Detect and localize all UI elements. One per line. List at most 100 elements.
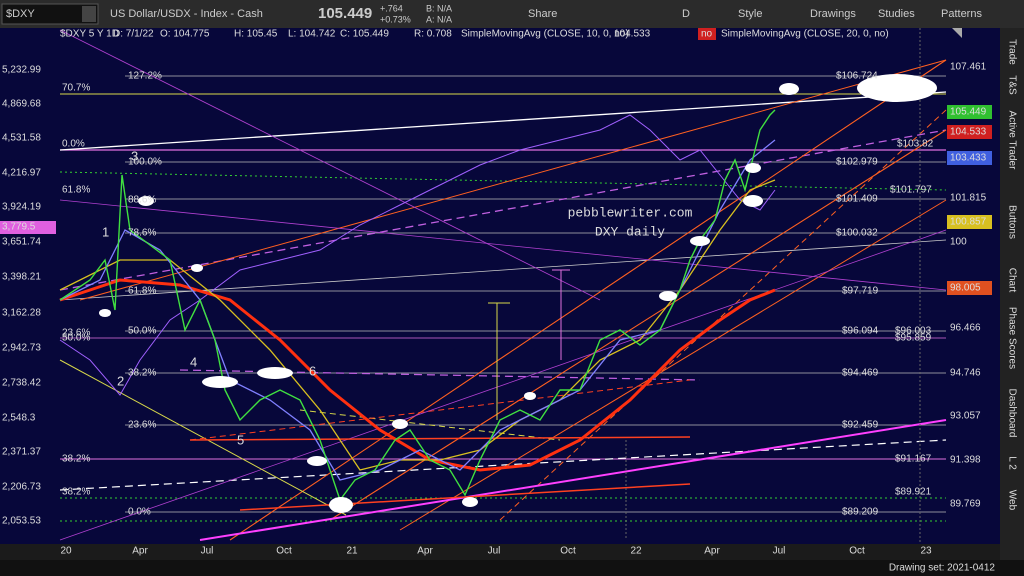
left-axis-label: 2,053.53 [2, 516, 41, 527]
legend-item: D: 7/1/22 [113, 29, 154, 40]
price-label: $91.167 [895, 454, 932, 465]
left-axis-label: 2,371.37 [2, 447, 41, 458]
sidebar-tab[interactable]: Active Trader [1006, 111, 1017, 171]
fib-label: 50.0% [62, 333, 90, 344]
left-axis-label: 4,216.97 [2, 168, 41, 179]
fib-label: 23.6% [62, 328, 90, 339]
marker-ellipse [745, 163, 761, 173]
drawing-line [189, 379, 691, 441]
marker-ellipse [659, 291, 677, 301]
sidebar [1000, 28, 1024, 560]
marker-ellipse [690, 236, 710, 246]
description: US Dollar/USDX - Index - Cash [110, 8, 263, 20]
price-label: $106.724 [836, 71, 878, 82]
toolbar-button[interactable]: Share [528, 8, 557, 20]
wave-label: 6 [309, 363, 316, 378]
price-label: $89.209 [842, 507, 879, 518]
axis-badge [0, 221, 56, 234]
price-label: $102.979 [836, 157, 878, 168]
change-pct: +0.73% [380, 14, 411, 24]
x-axis-label: Jul [773, 546, 786, 557]
sidebar-tab[interactable]: Web [1006, 490, 1017, 511]
last-price: 105.449 [318, 5, 372, 22]
chart-line [59, 179, 776, 471]
price-label: $101.797 [890, 185, 932, 196]
x-axis-label: 20 [60, 546, 72, 557]
left-axis-label: 4,869.68 [2, 99, 41, 110]
toolbar-button[interactable]: Studies [878, 8, 915, 20]
drawing-line [59, 91, 947, 151]
bid: B: N/A [426, 3, 452, 13]
x-axis-label: Oct [849, 546, 865, 557]
toolbar-button[interactable]: D [682, 8, 690, 20]
drawing-line [499, 109, 947, 521]
marker-ellipse [329, 497, 353, 513]
marker-ellipse [743, 195, 763, 207]
sidebar-tab[interactable]: T&S [1006, 75, 1017, 95]
sidebar-tab[interactable]: Phase Scores [1006, 307, 1017, 369]
marker-ellipse [462, 497, 478, 507]
fib-label: 38.2% [62, 487, 90, 498]
left-axis-label: 3,651.74 [2, 237, 41, 248]
price-label: $96.003 [895, 326, 932, 337]
left-axis-label: 2,738.42 [2, 378, 41, 389]
legend-item: L: 104.742 [288, 29, 336, 40]
x-axis-label: Apr [417, 546, 433, 557]
fib-label: 88.6% [128, 195, 156, 206]
toolbar-button[interactable]: Style [738, 8, 762, 20]
fib-label: 38.2% [128, 368, 156, 379]
legend-flag-bg [698, 28, 716, 40]
x-axis-label: Oct [276, 546, 292, 557]
legend-item: no [701, 29, 713, 40]
drawing-line [399, 199, 947, 531]
drawing-line [59, 229, 947, 541]
left-axis-label: 5,232.99 [2, 65, 41, 76]
marker-ellipse [257, 367, 293, 379]
drawing-line [299, 409, 561, 441]
right-axis-label: 100 [950, 237, 967, 248]
left-axis-label: 2,548.3 [2, 413, 36, 424]
price-label: $100.032 [836, 228, 878, 239]
sidebar-tab[interactable]: Chart [1006, 268, 1017, 293]
sidebar-tab[interactable]: Trade [1006, 39, 1017, 65]
symbol[interactable]: $DXY [6, 8, 35, 20]
fib-label: 78.6% [128, 228, 156, 239]
legend-item: O: 104.775 [160, 29, 210, 40]
drawing-line [59, 439, 947, 491]
right-axis-label: 104.533 [950, 127, 987, 138]
legend-item: $DXY 5 Y 1D [60, 29, 119, 40]
right-axis-label: 94.746 [950, 368, 981, 379]
wave-label: 5 [237, 432, 244, 447]
right-axis-label: 103.433 [950, 153, 987, 164]
marker-ellipse [779, 83, 799, 95]
logo-arrow [952, 28, 962, 38]
symbol-box[interactable] [1, 3, 99, 25]
right-axis-label: 107.461 [950, 62, 987, 73]
drawing-line [329, 129, 947, 521]
chart-area [0, 28, 946, 544]
drawing-line [59, 129, 947, 291]
ask: A: N/A [426, 14, 452, 24]
right-axis-label: 91.398 [950, 455, 981, 466]
x-axis-label: Apr [132, 546, 148, 557]
sidebar-tab[interactable]: L 2 [1006, 456, 1017, 470]
drawing-line [229, 59, 947, 541]
sidebar-tab[interactable]: Buttons [1006, 205, 1017, 239]
drawing-line [79, 59, 947, 301]
status-text: Drawing set: 2021-0412 [889, 563, 996, 574]
toolbar-button[interactable]: Patterns [941, 8, 982, 20]
legend-item: H: 105.45 [234, 29, 278, 40]
chart-line [59, 109, 776, 502]
right-axis-label: 101.815 [950, 193, 987, 204]
fib-label: 127.2% [128, 71, 162, 82]
watermark: pebblewriter.com [568, 205, 693, 220]
wave-label: 2 [117, 373, 124, 388]
x-axis-label: 21 [346, 546, 358, 557]
x-axis-label: Apr [704, 546, 720, 557]
toolbar-button[interactable]: Drawings [810, 8, 856, 20]
x-axis-label: Jul [488, 546, 501, 557]
sidebar-tab[interactable]: Dashboard [1006, 389, 1017, 438]
marker-ellipse [138, 196, 154, 206]
chart-line [59, 114, 776, 396]
right-axis-label: 105.449 [950, 107, 987, 118]
